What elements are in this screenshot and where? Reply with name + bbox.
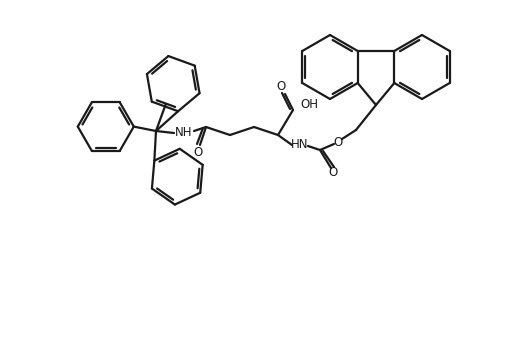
Text: O: O — [193, 145, 203, 159]
Text: NH: NH — [175, 126, 193, 140]
Text: O: O — [333, 136, 343, 148]
Text: HN: HN — [291, 139, 309, 152]
Text: O: O — [329, 166, 337, 179]
Text: O: O — [276, 80, 286, 93]
Text: OH: OH — [300, 98, 318, 111]
